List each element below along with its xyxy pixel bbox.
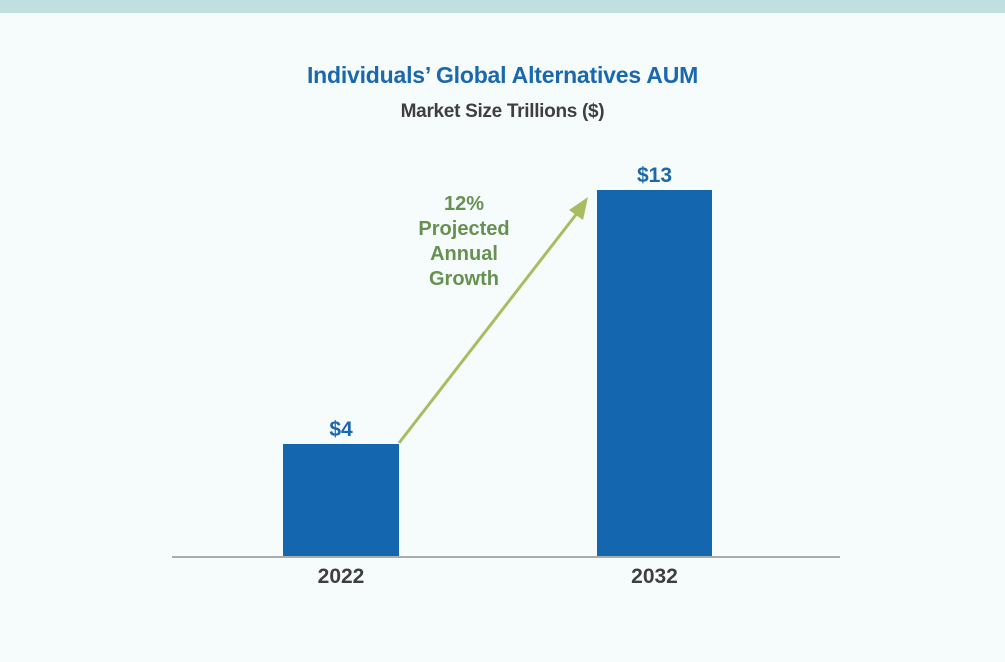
bar-2032 bbox=[597, 190, 712, 557]
bar-2022 bbox=[283, 444, 399, 557]
x-axis-line bbox=[172, 556, 840, 558]
category-label-2022: 2022 bbox=[317, 565, 365, 588]
top-accent-bar bbox=[0, 0, 1005, 13]
annotation-line-4: Growth bbox=[429, 268, 499, 290]
category-label-2032: 2032 bbox=[631, 565, 678, 588]
value-label-2032: $13 bbox=[636, 164, 673, 187]
annotation-line-1: 12% bbox=[443, 193, 485, 215]
chart-title: Individuals’ Global Alternatives AUM bbox=[306, 62, 699, 88]
value-label-2022: $4 bbox=[329, 418, 353, 441]
growth-annotation: 12% Projected Annual Growth bbox=[404, 192, 524, 292]
annotation-line-3: Annual bbox=[430, 243, 498, 265]
annotation-line-2: Projected bbox=[418, 218, 510, 240]
chart-subtitle: Market Size Trillions ($) bbox=[400, 101, 605, 122]
